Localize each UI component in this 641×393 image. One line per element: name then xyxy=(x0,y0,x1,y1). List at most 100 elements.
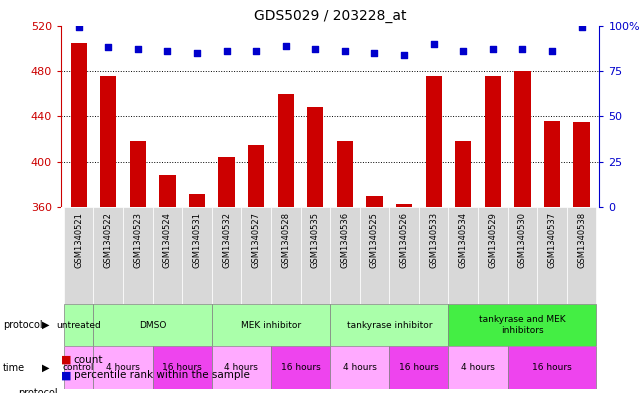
Text: ■: ■ xyxy=(61,370,71,380)
Text: ▶: ▶ xyxy=(42,363,50,373)
Point xyxy=(192,50,202,56)
Text: GSM1340535: GSM1340535 xyxy=(311,212,320,268)
Bar xyxy=(271,347,330,389)
Bar xyxy=(271,207,301,304)
Text: GSM1340526: GSM1340526 xyxy=(399,212,408,268)
Bar xyxy=(64,347,94,389)
Text: protocol: protocol xyxy=(18,388,58,393)
Bar xyxy=(567,207,596,304)
Bar xyxy=(307,107,324,207)
Text: GSM1340530: GSM1340530 xyxy=(518,212,527,268)
Bar xyxy=(189,194,205,207)
Bar xyxy=(64,304,94,347)
Text: protocol: protocol xyxy=(3,320,43,330)
Bar xyxy=(212,347,271,389)
Point xyxy=(310,46,320,52)
Point xyxy=(429,40,439,47)
Text: MEK inhibitor: MEK inhibitor xyxy=(241,321,301,330)
Text: GSM1340534: GSM1340534 xyxy=(459,212,468,268)
Point xyxy=(103,44,113,50)
Text: tankyrase inhibitor: tankyrase inhibitor xyxy=(347,321,432,330)
Text: GSM1340528: GSM1340528 xyxy=(281,212,290,268)
Text: 4 hours: 4 hours xyxy=(106,363,140,372)
Bar xyxy=(100,75,117,207)
Bar xyxy=(301,207,330,304)
Text: 16 hours: 16 hours xyxy=(162,363,202,372)
Text: GSM1340525: GSM1340525 xyxy=(370,212,379,268)
Bar xyxy=(278,94,294,207)
Bar xyxy=(159,176,176,207)
Text: DMSO: DMSO xyxy=(139,321,166,330)
Text: GSM1340536: GSM1340536 xyxy=(340,212,349,268)
Bar xyxy=(485,75,501,207)
Bar xyxy=(71,42,87,207)
Bar xyxy=(367,196,383,207)
Bar xyxy=(182,207,212,304)
Text: GSM1340522: GSM1340522 xyxy=(104,212,113,268)
Bar xyxy=(219,157,235,207)
Bar xyxy=(242,207,271,304)
Text: count: count xyxy=(74,354,103,365)
Bar xyxy=(330,207,360,304)
Bar xyxy=(419,207,449,304)
Text: GSM1340537: GSM1340537 xyxy=(547,212,556,268)
Bar xyxy=(337,141,353,207)
Bar xyxy=(508,347,596,389)
Text: percentile rank within the sample: percentile rank within the sample xyxy=(74,370,249,380)
Text: GSM1340523: GSM1340523 xyxy=(133,212,142,268)
Bar xyxy=(455,141,471,207)
Text: GSM1340521: GSM1340521 xyxy=(74,212,83,268)
Text: GSM1340524: GSM1340524 xyxy=(163,212,172,268)
Bar xyxy=(330,347,389,389)
Bar xyxy=(389,207,419,304)
Point xyxy=(488,46,498,52)
Text: GSM1340527: GSM1340527 xyxy=(252,212,261,268)
Bar xyxy=(508,207,537,304)
Text: 4 hours: 4 hours xyxy=(343,363,377,372)
Point xyxy=(547,48,557,54)
Text: 16 hours: 16 hours xyxy=(399,363,438,372)
Point xyxy=(133,46,143,52)
Bar xyxy=(478,207,508,304)
Bar xyxy=(574,122,590,207)
Point xyxy=(251,48,262,54)
Point xyxy=(458,48,469,54)
Text: 4 hours: 4 hours xyxy=(224,363,258,372)
Bar xyxy=(449,304,596,347)
Bar xyxy=(94,304,212,347)
Bar xyxy=(514,71,531,207)
Bar xyxy=(389,347,449,389)
Text: GSM1340532: GSM1340532 xyxy=(222,212,231,268)
Bar xyxy=(153,347,212,389)
Text: tankyrase and MEK
inhibitors: tankyrase and MEK inhibitors xyxy=(479,316,566,335)
Bar xyxy=(544,121,560,207)
Text: ▶: ▶ xyxy=(42,320,50,330)
Text: GSM1340533: GSM1340533 xyxy=(429,212,438,268)
Point xyxy=(74,24,84,31)
Bar xyxy=(212,207,242,304)
Point xyxy=(576,24,587,31)
Bar xyxy=(449,347,508,389)
Text: 4 hours: 4 hours xyxy=(461,363,495,372)
Text: 16 hours: 16 hours xyxy=(281,363,320,372)
Text: time: time xyxy=(3,363,26,373)
Text: control: control xyxy=(63,363,94,372)
Bar xyxy=(426,75,442,207)
Text: GSM1340538: GSM1340538 xyxy=(577,212,586,268)
Bar xyxy=(449,207,478,304)
Bar xyxy=(396,204,412,207)
Point xyxy=(221,48,231,54)
Text: ■: ■ xyxy=(61,354,71,365)
Title: GDS5029 / 203228_at: GDS5029 / 203228_at xyxy=(254,9,406,23)
Point xyxy=(399,51,409,58)
Bar xyxy=(94,347,153,389)
Point xyxy=(369,50,379,56)
Bar xyxy=(537,207,567,304)
Bar xyxy=(248,145,264,207)
Text: GSM1340531: GSM1340531 xyxy=(192,212,201,268)
Bar xyxy=(64,207,94,304)
Bar xyxy=(360,207,389,304)
Point xyxy=(517,46,528,52)
Point xyxy=(340,48,350,54)
Bar xyxy=(123,207,153,304)
